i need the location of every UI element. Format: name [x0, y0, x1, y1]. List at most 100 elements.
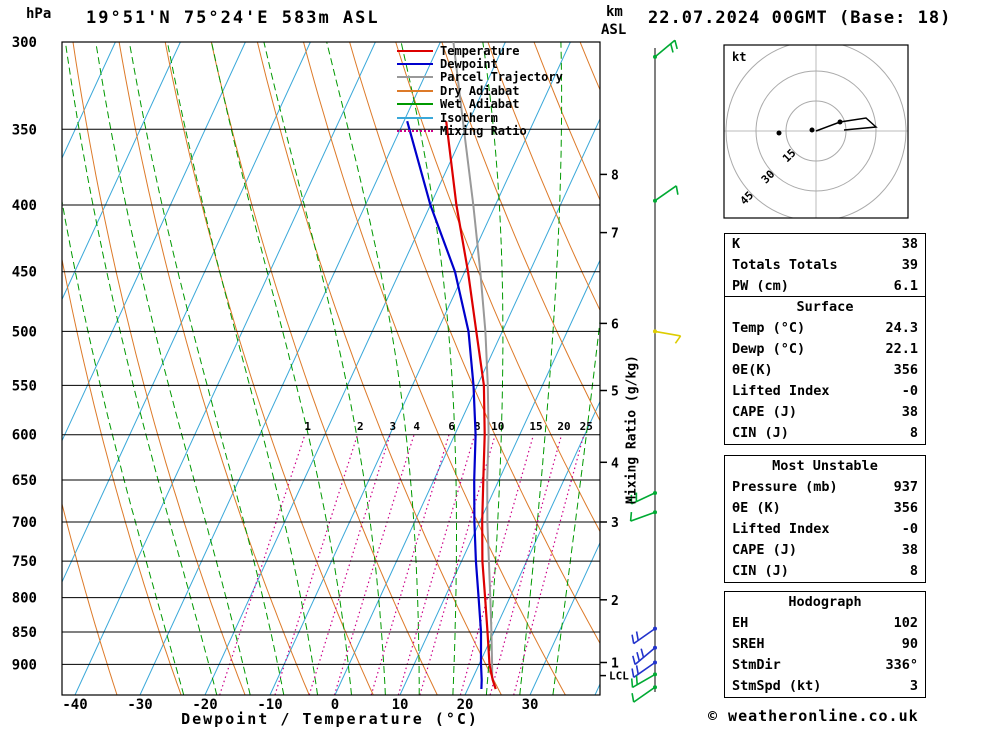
x-axis-label: Dewpoint / Temperature (°C): [181, 710, 479, 728]
km-axis: 1 2 3 4 5 6 7 8 LCL: [600, 168, 629, 683]
surface-table-title: Surface: [796, 299, 854, 315]
stat-row-thetae: θE(K) 356: [725, 360, 925, 381]
mixing-ratio-line: [370, 434, 450, 695]
stat-row-cape: CAPE (J) 38: [725, 540, 925, 561]
mixing-ratio-line: [419, 434, 496, 695]
dry-adiabat-line: [62, 256, 182, 695]
most-unstable-table-title: Most Unstable: [772, 458, 878, 474]
stat-label: θE (K): [732, 500, 781, 516]
pressure-tick-label: 400: [12, 198, 37, 214]
wind-barb-feather: [635, 675, 638, 685]
stat-label: Dewp (°C): [732, 341, 806, 357]
legend-label: Dry Adiabat: [440, 83, 520, 98]
stat-value: 22.1: [885, 341, 918, 357]
dry-adiabat-line: [441, 42, 600, 422]
mixing-ratio-axis-label: Mixing Ratio (g/kg): [624, 355, 640, 504]
mixing-ratio-line: [333, 434, 415, 695]
km-tick-label: 4: [611, 456, 619, 471]
km-tick-label: 6: [611, 317, 619, 332]
stat-value: -0: [901, 521, 918, 537]
mixing-ratio-value-label: 20: [557, 420, 570, 433]
isotherm-line: [204, 42, 506, 695]
stat-value: 39: [901, 257, 918, 273]
pressure-tick-label: 300: [12, 35, 37, 51]
legend-item-isotherm: Isotherm: [397, 110, 563, 125]
dry-adiabat-line: [164, 42, 374, 695]
mixing-ratio-line: [489, 434, 563, 695]
indices-table: K 38 Totals Totals 39 PW (cm) 6.1: [724, 233, 926, 298]
temperature-tick-label: 0: [331, 697, 339, 713]
wind-barb-base: [653, 660, 657, 665]
stat-value: 3: [909, 678, 918, 694]
stat-value: 102: [893, 615, 918, 631]
stat-label: Pressure (mb): [732, 479, 838, 495]
wet-adiabat-line: [263, 42, 386, 695]
legend-item-dry-adiabat: Dry Adiabat: [397, 83, 563, 98]
stat-label: CIN (J): [732, 563, 789, 579]
plot-background: [62, 42, 600, 695]
pressure-tick-label: 600: [12, 428, 37, 444]
dry-adiabat-line: [118, 42, 310, 695]
run-datetime: 22.07.2024 00GMT (Base: 18): [648, 8, 952, 28]
hodograph-ring-label: 30: [759, 168, 778, 187]
stat-value: 38: [901, 404, 918, 420]
pressure-tick-label: 500: [12, 324, 37, 340]
asl-axis-unit: ASL: [601, 22, 627, 38]
km-tick-label: 2: [611, 594, 619, 609]
pressure-tick-label: 650: [12, 473, 37, 489]
wind-barb-shaft: [633, 661, 656, 679]
isotherm-line: [62, 42, 116, 160]
hodograph-border: [723, 44, 909, 219]
pressure-tick-labels: 300 350 400 450 500 550 600 650 700 750 800 850 900: [12, 35, 37, 673]
mixing-ratio-line-swatch: [397, 130, 433, 133]
stat-row-dewp: Dewp (°C) 22.1: [725, 339, 925, 360]
pressure-tick-label: 450: [12, 265, 37, 281]
wet-adiabat-line: [552, 316, 600, 695]
wind-barb-feather: [635, 631, 639, 641]
wind-barb-base: [653, 54, 657, 59]
legend-label: Mixing Ratio: [440, 124, 527, 139]
wet-adiabat-line-swatch: [397, 103, 433, 106]
stat-row-eh: EH 102: [725, 613, 925, 634]
stat-row-pw: PW (cm) 6.1: [725, 276, 925, 297]
mixing-ratio-line: [219, 434, 306, 695]
stat-value: -0: [901, 383, 918, 399]
temperature-line-swatch: [397, 49, 433, 52]
hodograph-dot: [776, 130, 782, 136]
hodograph-ring: [725, 45, 907, 218]
dry-adiabat-line: [349, 42, 600, 645]
stat-row-cin: CIN (J) 8: [725, 423, 925, 444]
wind-barb-base: [653, 198, 657, 203]
wind-barb-base: [653, 626, 657, 631]
km-axis-unit: km: [606, 4, 623, 20]
mixing-ratio-line: [274, 434, 359, 695]
wet-adiabat-line: [64, 42, 218, 695]
stat-value: 90: [901, 636, 918, 652]
stat-value: 24.3: [885, 320, 918, 336]
hodograph-unit-label: kt: [732, 50, 746, 64]
sounding-profiles: [406, 42, 497, 690]
surface-table: Surface Temp (°C) 24.3 Dewp (°C) 22.1 θE(K…: [724, 296, 926, 445]
isotherm-line: [464, 400, 600, 695]
mixing-ratio-value-label: 2: [357, 420, 364, 433]
hodograph-ring: [785, 100, 847, 162]
stat-label: StmDir: [732, 657, 781, 673]
stat-row-cin: CIN (J) 8: [725, 561, 925, 582]
dry-adiabat-line: [62, 501, 118, 695]
hodograph-ring: [755, 70, 877, 192]
legend-item-wet-adiabat: Wet Adiabat: [397, 97, 563, 111]
wind-barb-feather: [640, 648, 645, 658]
wind-barb-shaft: [633, 686, 656, 703]
legend-label: Isotherm: [440, 110, 498, 125]
wind-barb-feather: [630, 678, 634, 688]
mixing-ratio-line: [513, 434, 585, 695]
isotherm-line: [529, 541, 600, 695]
wind-barb-column: [629, 39, 682, 703]
wind-barb-base: [653, 685, 657, 690]
wind-barb-shaft: [634, 647, 656, 666]
stat-label: Temp (°C): [732, 320, 806, 336]
isotherm-line: [334, 117, 600, 695]
legend-label: Temperature: [440, 43, 520, 58]
